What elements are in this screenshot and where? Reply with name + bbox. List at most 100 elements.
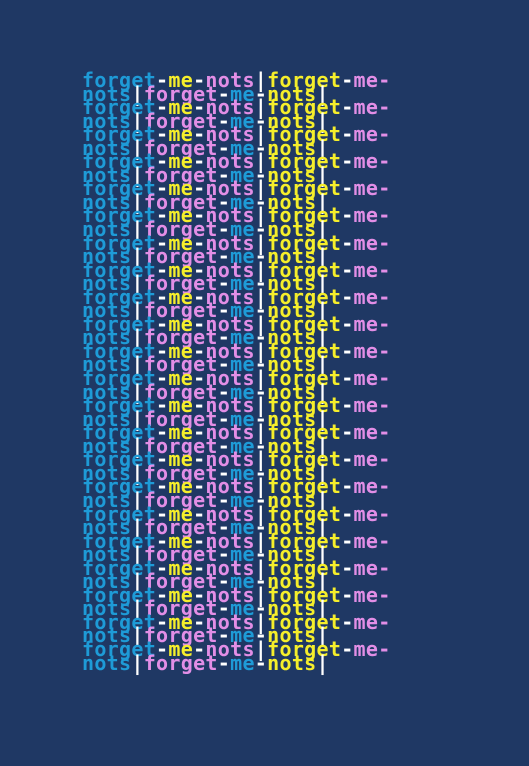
text-segment: - bbox=[156, 393, 169, 418]
text-segment: | bbox=[316, 379, 329, 404]
text-segment: - bbox=[156, 555, 169, 580]
text-segment: forget bbox=[143, 542, 218, 567]
text-segment: me bbox=[230, 515, 255, 540]
text-segment: | bbox=[131, 162, 144, 187]
text-segment: forget bbox=[267, 68, 342, 92]
text-segment: - bbox=[341, 149, 354, 174]
text-segment: | bbox=[316, 162, 329, 187]
text-segment: - bbox=[217, 81, 231, 106]
text-segment: | bbox=[254, 122, 268, 147]
text-segment: me bbox=[230, 108, 255, 133]
text-segment: - bbox=[193, 68, 206, 92]
text-segment: - bbox=[156, 230, 169, 255]
text-segment: forget bbox=[143, 515, 218, 540]
text-segment: - bbox=[156, 338, 169, 363]
text-segment: | bbox=[131, 460, 144, 485]
text-segment: - bbox=[217, 271, 231, 296]
text-segment: forget bbox=[267, 95, 342, 120]
text-segment: me bbox=[230, 189, 255, 214]
text-segment: - bbox=[254, 623, 268, 648]
text-segment: - bbox=[217, 217, 231, 242]
text-segment: - bbox=[217, 352, 231, 377]
text-segment: | bbox=[316, 569, 329, 594]
text-segment: - bbox=[156, 501, 169, 526]
text-segment: - bbox=[193, 176, 206, 201]
text-segment: | bbox=[254, 284, 268, 309]
text-segment: me bbox=[230, 81, 255, 106]
text-segment: - bbox=[341, 284, 354, 309]
text-segment: me- bbox=[353, 284, 391, 309]
text-segment: - bbox=[217, 244, 231, 269]
text-segment: me bbox=[168, 176, 194, 201]
text-segment: - bbox=[341, 68, 354, 92]
text-line: forget-me-nots|forget-me- bbox=[82, 314, 462, 334]
text-segment: - bbox=[341, 555, 354, 580]
text-segment: forget bbox=[82, 284, 157, 309]
text-segment: | bbox=[316, 542, 329, 567]
text-segment: me- bbox=[353, 338, 391, 363]
text-segment: | bbox=[254, 203, 268, 228]
text-segment: | bbox=[131, 81, 144, 106]
text-segment: me- bbox=[353, 447, 391, 472]
text-segment: forget bbox=[267, 447, 342, 472]
text-segment: me- bbox=[353, 257, 391, 282]
text-segment: - bbox=[254, 189, 268, 214]
text-segment: - bbox=[217, 569, 231, 594]
text-segment: | bbox=[254, 257, 268, 282]
text-segment: forget bbox=[82, 609, 157, 634]
text-segment: forget bbox=[267, 393, 342, 418]
text-segment: nots bbox=[267, 244, 317, 269]
text-segment: nots bbox=[82, 460, 132, 485]
text-line: forget-me-nots|forget-me- bbox=[82, 558, 462, 578]
text-segment: - bbox=[254, 325, 268, 350]
text-segment: me- bbox=[353, 95, 391, 120]
text-segment: me- bbox=[353, 501, 391, 526]
text-segment: | bbox=[131, 623, 144, 648]
text-segment: - bbox=[156, 582, 169, 607]
text-segment: - bbox=[341, 420, 354, 445]
text-segment: | bbox=[131, 325, 144, 350]
text-segment: forget bbox=[82, 528, 157, 553]
text-segment: - bbox=[193, 474, 206, 499]
text-segment: forget bbox=[267, 149, 342, 174]
text-line: nots|forget-me-nots| bbox=[82, 436, 462, 456]
text-segment: - bbox=[217, 406, 231, 431]
text-segment: me bbox=[168, 230, 194, 255]
text-segment: - bbox=[156, 420, 169, 445]
text-segment: nots bbox=[205, 501, 255, 526]
text-segment: | bbox=[131, 352, 144, 377]
text-segment: me- bbox=[353, 68, 391, 92]
text-segment: | bbox=[254, 393, 268, 418]
text-line: forget-me-nots|forget-me- bbox=[82, 287, 462, 307]
text-segment: - bbox=[254, 569, 268, 594]
text-segment: nots bbox=[267, 325, 317, 350]
text-segment: forget bbox=[267, 122, 342, 147]
text-segment: forget bbox=[82, 203, 157, 228]
text-segment: nots bbox=[267, 135, 317, 160]
text-segment: - bbox=[341, 338, 354, 363]
text-segment: nots bbox=[205, 528, 255, 553]
text-segment: me bbox=[230, 352, 255, 377]
text-segment: - bbox=[254, 298, 268, 323]
text-segment: | bbox=[254, 366, 268, 391]
text-segment: | bbox=[254, 230, 268, 255]
text-segment: forget bbox=[82, 366, 157, 391]
text-segment: - bbox=[217, 162, 231, 187]
text-segment: forget bbox=[82, 68, 157, 92]
text-segment: - bbox=[193, 338, 206, 363]
text-segment: nots bbox=[82, 650, 132, 675]
text-segment: nots bbox=[267, 108, 317, 133]
text-segment: | bbox=[316, 271, 329, 296]
text-segment: nots bbox=[205, 284, 255, 309]
text-segment: | bbox=[131, 189, 144, 214]
text-segment: - bbox=[193, 366, 206, 391]
text-segment: | bbox=[316, 135, 329, 160]
text-segment: | bbox=[316, 108, 329, 133]
text-segment: nots bbox=[82, 81, 132, 106]
text-segment: me bbox=[168, 582, 194, 607]
text-segment: nots bbox=[205, 420, 255, 445]
text-segment: | bbox=[254, 447, 268, 472]
text-segment: nots bbox=[267, 487, 317, 512]
text-segment: - bbox=[193, 501, 206, 526]
text-segment: - bbox=[254, 81, 268, 106]
